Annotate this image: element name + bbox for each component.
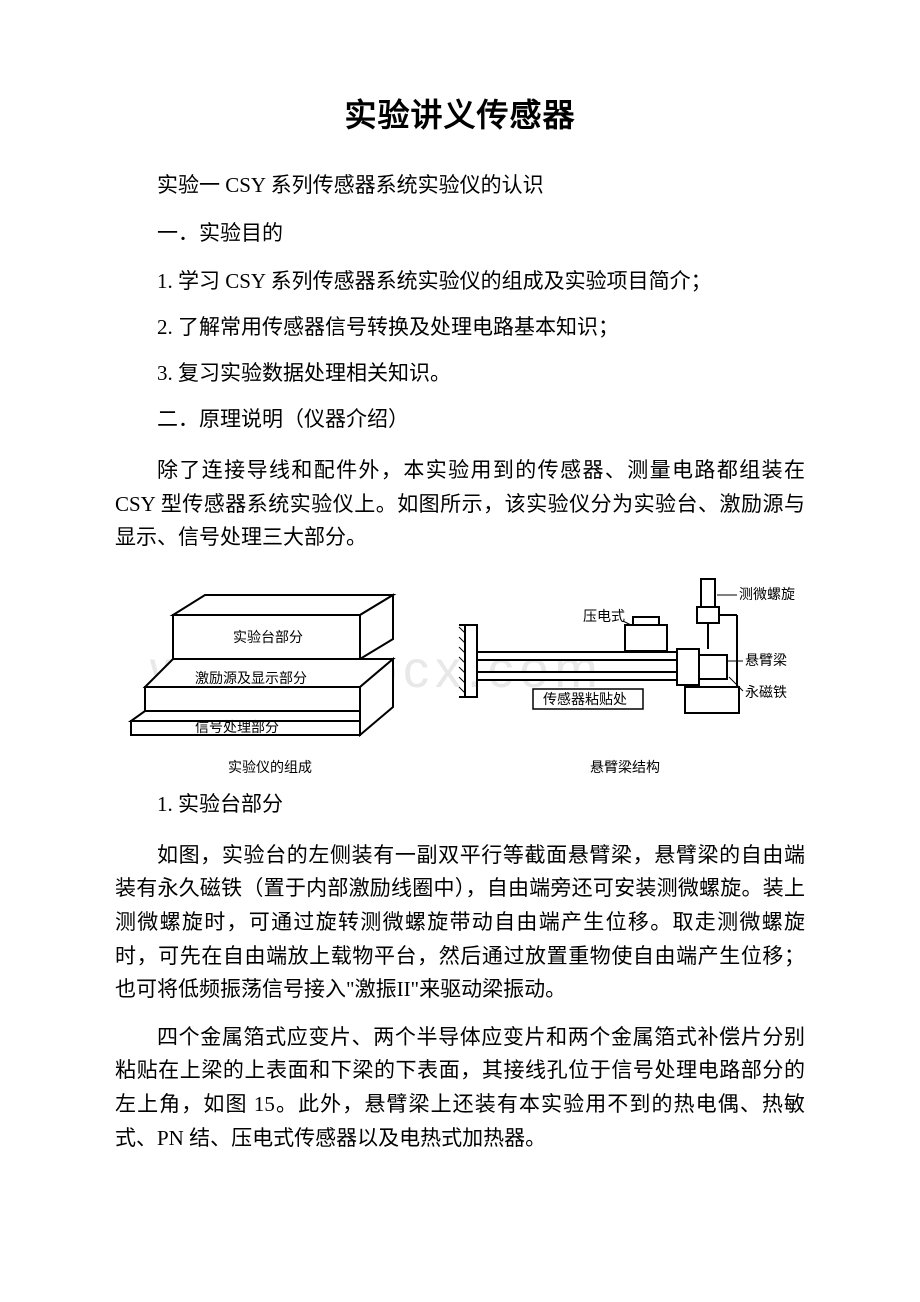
label-beam: 悬臂梁	[745, 653, 787, 669]
paragraph-1: 如图，实验台的左侧装有一副双平行等截面悬臂梁，悬臂梁的自由端装有永久磁铁（置于内…	[115, 839, 805, 1007]
label-magnet: 永磁铁	[745, 685, 787, 701]
section1-heading: 一．实验目的	[115, 212, 805, 254]
label-middle-section: 激励源及显示部分	[195, 670, 307, 687]
label-micrometer: 测微螺旋	[739, 587, 795, 603]
principle-intro: 除了连接导线和配件外，本实验用到的传感器、测量电路都组装在 CSY 型传感器系统…	[115, 454, 805, 555]
label-piezo: 压电式	[583, 609, 625, 625]
figure-right-caption: 悬臂梁结构	[590, 757, 660, 777]
paragraph-2: 四个金属箔式应变片、两个半导体应变片和两个金属箔式补偿片分别粘贴在上梁的上表面和…	[115, 1021, 805, 1155]
label-sensor-area: 传感器粘贴处	[543, 691, 627, 708]
experiment-heading: 实验一 CSY 系列传感器系统实验仪的认识	[115, 164, 805, 206]
cantilever-diagram: 测微螺旋 压电式 悬臂梁 传感器粘贴处 永磁铁	[455, 577, 795, 747]
objective-1: 1. 学习 CSY 系列传感器系统实验仪的组成及实验项目简介；	[115, 260, 805, 302]
figure-row: 实验台部分 激励源及显示部分 信号处理部分 实验仪的组成	[115, 577, 805, 777]
figure-right-container: 测微螺旋 压电式 悬臂梁 传感器粘贴处 永磁铁 悬臂梁结构	[455, 577, 795, 777]
instrument-diagram: 实验台部分 激励源及显示部分 信号处理部分	[125, 587, 415, 747]
section3-heading: 1. 实验台部分	[115, 783, 805, 825]
label-bottom-section: 信号处理部分	[195, 720, 279, 736]
objective-3: 3. 复习实验数据处理相关知识。	[115, 352, 805, 394]
label-top-section: 实验台部分	[233, 630, 303, 646]
document-content: 实验讲义传感器 实验一 CSY 系列传感器系统实验仪的认识 一．实验目的 1. …	[115, 90, 805, 1155]
document-title: 实验讲义传感器	[115, 90, 805, 136]
figure-left-container: 实验台部分 激励源及显示部分 信号处理部分 实验仪的组成	[125, 587, 415, 777]
figure-left-caption: 实验仪的组成	[228, 757, 312, 777]
section2-heading: 二．原理说明（仪器介绍）	[115, 398, 805, 440]
objective-2: 2. 了解常用传感器信号转换及处理电路基本知识；	[115, 306, 805, 348]
